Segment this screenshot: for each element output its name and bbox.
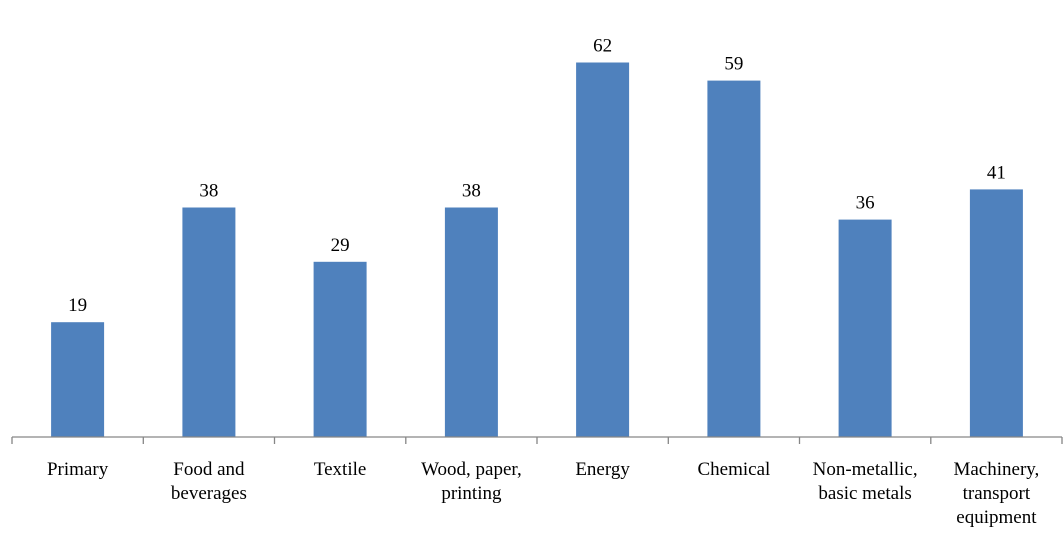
bar [444, 207, 498, 437]
data-label: 29 [331, 235, 350, 256]
data-label: 41 [987, 162, 1006, 183]
bar [969, 189, 1023, 437]
data-label: 19 [68, 295, 87, 316]
category-labels-group: Primary Food and beverages Textile Wood, pap… [47, 459, 1039, 528]
bars-group [51, 62, 1023, 437]
data-label: 38 [462, 181, 481, 202]
x-tick-label: Primary [47, 459, 109, 480]
x-tick-label: Wood, paper, printing [421, 459, 522, 504]
x-axis [11, 436, 1063, 444]
x-tick-label: Food and beverages [171, 459, 247, 504]
data-label: 59 [724, 54, 743, 75]
data-label: 36 [856, 193, 875, 214]
bar [576, 62, 630, 437]
bar [51, 322, 105, 437]
data-label: 62 [593, 36, 612, 57]
value-labels-group: 19 38 29 38 62 59 36 41 [68, 36, 1006, 317]
x-tick-label: Non-metallic, basic metals [813, 459, 918, 504]
x-tick-label: Energy [575, 459, 630, 480]
bar [182, 207, 236, 437]
x-tick-label: Textile [314, 459, 366, 480]
bar [313, 261, 367, 437]
x-tick-label: Chemical [697, 459, 770, 480]
bar [707, 80, 761, 437]
data-label: 38 [199, 181, 218, 202]
x-tick-label: Machinery, transport equipment [953, 459, 1039, 528]
bar [838, 219, 892, 437]
